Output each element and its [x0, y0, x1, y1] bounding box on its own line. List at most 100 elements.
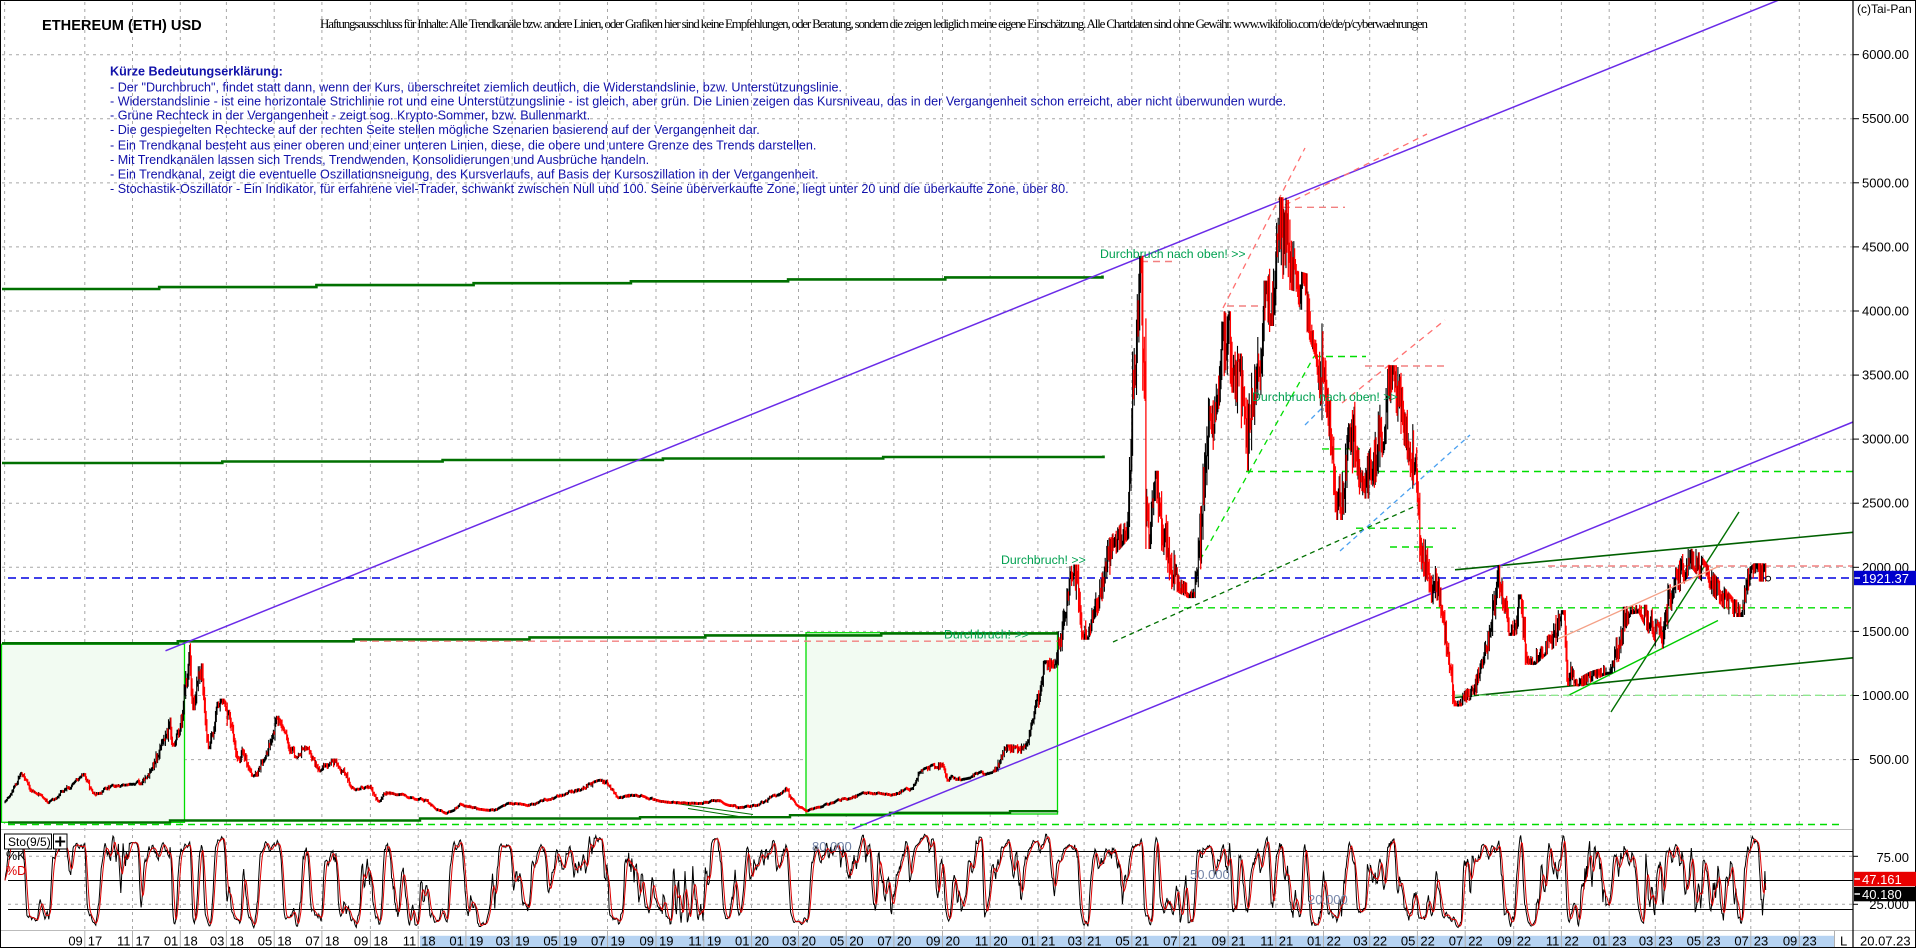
- svg-text:21: 21: [1041, 934, 1055, 948]
- svg-text:5000.00: 5000.00: [1862, 175, 1909, 190]
- svg-text:07: 07: [1449, 934, 1463, 948]
- svg-text:11: 11: [1260, 934, 1274, 948]
- svg-text:03: 03: [210, 934, 224, 948]
- svg-text:09: 09: [1783, 934, 1797, 948]
- svg-text:07: 07: [877, 934, 891, 948]
- svg-text:21: 21: [1135, 934, 1149, 948]
- svg-text:22: 22: [1468, 934, 1482, 948]
- svg-text:19: 19: [659, 934, 673, 948]
- svg-text:19: 19: [515, 934, 529, 948]
- svg-text:09: 09: [354, 934, 368, 948]
- svg-text:11: 11: [403, 934, 417, 948]
- svg-text:23: 23: [1706, 934, 1720, 948]
- svg-text:75.00: 75.00: [1876, 850, 1909, 865]
- svg-text:Haftungsausschluss für Inhalte: Haftungsausschluss für Inhalte: Alle Tre…: [320, 16, 1428, 31]
- svg-text:03: 03: [1068, 934, 1082, 948]
- svg-text:3500.00: 3500.00: [1862, 368, 1909, 383]
- svg-text:01: 01: [1021, 934, 1035, 948]
- svg-text:18: 18: [229, 934, 243, 948]
- svg-text:05: 05: [830, 934, 844, 948]
- svg-text:21: 21: [1087, 934, 1101, 948]
- svg-text:23: 23: [1754, 934, 1768, 948]
- svg-text:03: 03: [1639, 934, 1653, 948]
- svg-text:22: 22: [1517, 934, 1531, 948]
- svg-text:18: 18: [325, 934, 339, 948]
- svg-text:09: 09: [68, 934, 82, 948]
- svg-text:40.180: 40.180: [1862, 887, 1902, 902]
- svg-text:09: 09: [1212, 934, 1226, 948]
- svg-text:80.000: 80.000: [812, 839, 852, 854]
- svg-text:%D: %D: [6, 864, 26, 878]
- svg-text:23: 23: [1612, 934, 1626, 948]
- svg-text:1000.00: 1000.00: [1862, 688, 1909, 703]
- svg-text:22: 22: [1420, 934, 1434, 948]
- svg-text:4000.00: 4000.00: [1862, 304, 1909, 319]
- svg-text:18: 18: [183, 934, 197, 948]
- svg-text:03: 03: [496, 934, 510, 948]
- svg-text:20: 20: [993, 934, 1007, 948]
- svg-text:23: 23: [1658, 934, 1672, 948]
- svg-text:(c)Tai-Pan: (c)Tai-Pan: [1857, 2, 1912, 16]
- svg-text:4500.00: 4500.00: [1862, 239, 1909, 254]
- svg-text:1921.37: 1921.37: [1862, 571, 1909, 586]
- svg-text:20.000: 20.000: [1308, 892, 1348, 907]
- svg-text:09: 09: [1497, 934, 1511, 948]
- svg-text:11: 11: [688, 934, 702, 948]
- svg-text:47.161: 47.161: [1862, 872, 1902, 887]
- svg-text:23: 23: [1802, 934, 1816, 948]
- svg-text:Durchbruch! >>: Durchbruch! >>: [1001, 553, 1086, 567]
- svg-text:20: 20: [849, 934, 863, 948]
- svg-text:21: 21: [1279, 934, 1293, 948]
- svg-text:20.07.23: 20.07.23: [1860, 934, 1911, 948]
- svg-text:- Grüne Rechteck in der Vergan: - Grüne Rechteck in der Vergangenheit - …: [110, 109, 590, 123]
- svg-text:2500.00: 2500.00: [1862, 496, 1909, 511]
- svg-text:- Mit Trendkanälen lassen sich: - Mit Trendkanälen lassen sich Trends, T…: [110, 153, 649, 167]
- svg-text:05: 05: [258, 934, 272, 948]
- svg-text:Durchbruch nach oben! >>: Durchbruch nach oben! >>: [1252, 390, 1398, 404]
- svg-text:09: 09: [640, 934, 654, 948]
- svg-text:Durchbruch! >>: Durchbruch! >>: [944, 628, 1029, 642]
- svg-text:07: 07: [591, 934, 605, 948]
- svg-text:19: 19: [611, 934, 625, 948]
- svg-text:19: 19: [707, 934, 721, 948]
- svg-text:- Widerstandslinie - ist eine: - Widerstandslinie - ist eine horizontal…: [110, 95, 1286, 109]
- svg-text:18: 18: [421, 934, 435, 948]
- svg-text:22: 22: [1564, 934, 1578, 948]
- svg-text:22: 22: [1327, 934, 1341, 948]
- svg-text:1500.00: 1500.00: [1862, 624, 1909, 639]
- svg-text:Durchbruch nach oben! >>: Durchbruch nach oben! >>: [1100, 247, 1246, 261]
- svg-text:6000.00: 6000.00: [1862, 47, 1909, 62]
- svg-text:05: 05: [543, 934, 557, 948]
- svg-text:01: 01: [164, 934, 178, 948]
- svg-text:20: 20: [802, 934, 816, 948]
- svg-text:09: 09: [926, 934, 940, 948]
- svg-text:- Stochastik-Oszillator - Ein: - Stochastik-Oszillator - Ein Indikator,…: [110, 182, 1069, 196]
- svg-text:Kürze Bedeutungserklärung:: Kürze Bedeutungserklärung:: [110, 65, 283, 79]
- svg-text:05: 05: [1115, 934, 1129, 948]
- svg-text:18: 18: [277, 934, 291, 948]
- svg-text:21: 21: [1183, 934, 1197, 948]
- svg-text:18: 18: [373, 934, 387, 948]
- svg-text:- Ein Trendkanal, zeigt die ev: - Ein Trendkanal, zeigt die eventuelle O…: [110, 168, 818, 182]
- svg-text:500.00: 500.00: [1869, 752, 1909, 767]
- svg-text:03: 03: [1353, 934, 1367, 948]
- svg-text:11: 11: [1546, 934, 1560, 948]
- svg-text:01: 01: [449, 934, 463, 948]
- svg-text:01: 01: [735, 934, 749, 948]
- svg-text:ETHEREUM (ETH) USD: ETHEREUM (ETH) USD: [42, 18, 202, 34]
- svg-text:17: 17: [136, 934, 150, 948]
- svg-text:07: 07: [1734, 934, 1748, 948]
- svg-text:5500.00: 5500.00: [1862, 111, 1909, 126]
- svg-text:05: 05: [1401, 934, 1415, 948]
- svg-text:- Die gespiegelten Rechtecke a: - Die gespiegelten Rechtecke auf der rec…: [110, 123, 760, 137]
- svg-text:05: 05: [1687, 934, 1701, 948]
- svg-text:07: 07: [305, 934, 319, 948]
- svg-text:50.000: 50.000: [1190, 867, 1230, 882]
- svg-text:- Der "Durchbruch", findet sta: - Der "Durchbruch", findet statt dann, w…: [110, 81, 842, 95]
- svg-text:19: 19: [469, 934, 483, 948]
- svg-text:21: 21: [1231, 934, 1245, 948]
- svg-text:07: 07: [1163, 934, 1177, 948]
- svg-text:3000.00: 3000.00: [1862, 432, 1909, 447]
- svg-text:17: 17: [88, 934, 102, 948]
- svg-text:11: 11: [975, 934, 989, 948]
